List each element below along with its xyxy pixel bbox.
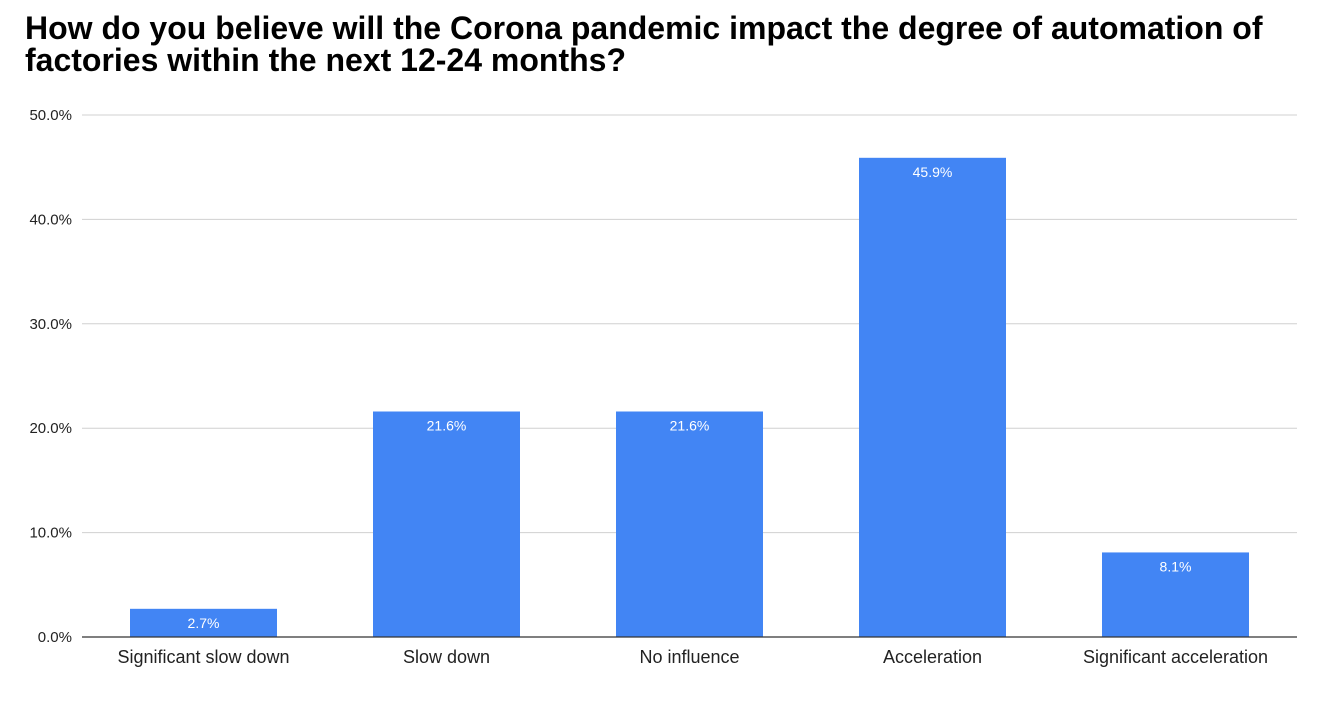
y-tick-label: 10.0%: [29, 525, 72, 542]
data-label: 8.1%: [1160, 558, 1192, 574]
x-tick-label: Significant acceleration: [1083, 647, 1268, 667]
y-tick-label: 50.0%: [29, 107, 72, 124]
data-label: 45.9%: [913, 164, 953, 180]
bar: [373, 411, 520, 637]
y-tick-label: 30.0%: [29, 316, 72, 333]
bars: [130, 157, 1249, 637]
data-label: 2.7%: [188, 615, 220, 631]
bar: [1102, 552, 1249, 637]
y-tick-label: 20.0%: [29, 420, 72, 437]
x-tick-label: Significant slow down: [117, 647, 289, 667]
bar: [130, 608, 277, 637]
bar: [859, 157, 1006, 637]
y-axis-ticks: 0.0% 10.0% 20.0% 30.0% 40.0% 50.0%: [29, 107, 72, 646]
bar: [616, 411, 763, 637]
data-label: 21.6%: [670, 417, 710, 433]
x-tick-label: No influence: [639, 647, 739, 667]
chart-title: How do you believe will the Corona pande…: [25, 10, 1263, 78]
y-tick-label: 0.0%: [38, 629, 72, 646]
data-labels: 2.7% 21.6% 21.6% 45.9% 8.1%: [188, 164, 1192, 631]
x-tick-label: Acceleration: [883, 647, 982, 667]
x-axis-ticks: Significant slow down Slow down No influen…: [117, 647, 1268, 667]
y-tick-label: 40.0%: [29, 211, 72, 228]
data-label: 21.6%: [427, 417, 467, 433]
x-tick-label: Slow down: [403, 647, 490, 667]
